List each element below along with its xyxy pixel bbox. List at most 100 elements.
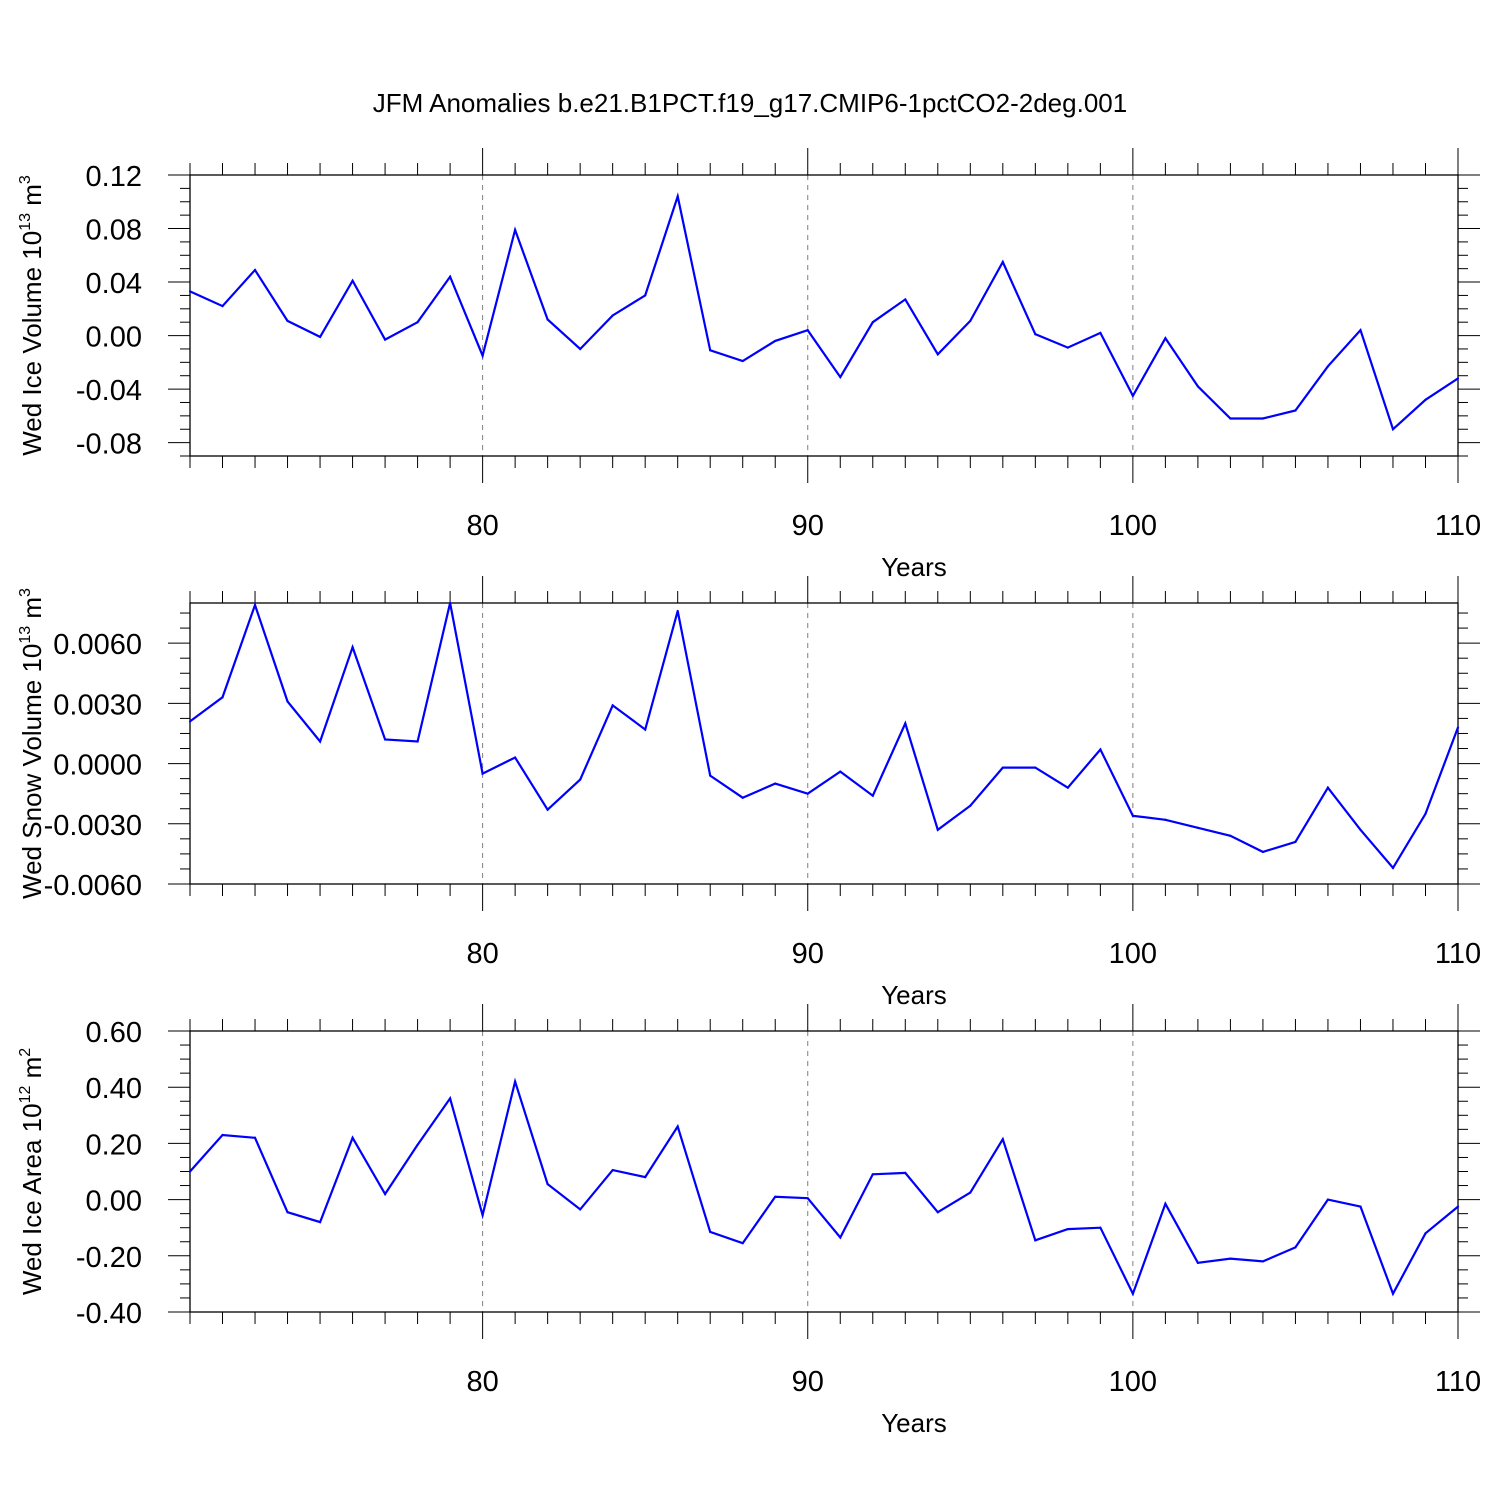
data-point [904,722,907,725]
data-point [1196,1261,1199,1264]
data-point [969,804,972,807]
y-tick-label: -0.40 [76,1298,142,1330]
data-point [1229,417,1232,420]
data-point [351,279,354,282]
data-point [449,601,452,605]
data-point [449,1097,452,1100]
data-point [936,353,939,356]
x-tick-label: 90 [792,938,824,970]
y-tick-label: 0.12 [86,161,142,193]
data-point [676,1125,679,1128]
data-point [1034,766,1037,769]
data-point [741,796,744,799]
data-point [1099,748,1102,751]
data-point [709,1230,712,1234]
data-point [253,1136,257,1139]
data-point [416,321,419,324]
data-point [383,1192,387,1196]
data-point [1001,1138,1004,1141]
data-point [1066,346,1069,349]
data-point [1229,1257,1232,1260]
data-point [741,1242,744,1245]
data-point [1424,1232,1427,1235]
y-tick-label: 0.60 [86,1017,142,1049]
data-point [806,1197,809,1200]
data-point [904,1171,907,1175]
data-point [1359,1205,1362,1208]
plot-frame [189,174,1459,457]
data-point [481,1213,484,1217]
data-point [644,1176,647,1179]
data-point [1294,1246,1297,1249]
data-point [351,646,354,649]
y-tick-label: -0.0060 [44,870,142,902]
series-line [189,601,1460,870]
data-point [1326,1198,1330,1201]
data-point [579,347,582,351]
x-tick-label: 110 [1435,510,1481,542]
data-point [1261,417,1265,420]
y-tick-label: -0.08 [76,429,142,461]
data-point [709,774,712,777]
data-point [969,1191,972,1194]
data-point [806,792,809,795]
data-point [839,375,842,379]
data-point [481,354,484,357]
data-point [676,195,679,198]
data-point [1229,834,1232,837]
data-point [1001,260,1004,264]
x-tick-label: 80 [466,938,498,970]
data-point [839,770,842,773]
data-point [416,740,419,743]
data-point [514,1080,517,1083]
data-point [546,1183,549,1186]
x-tick-label: 90 [792,1366,824,1398]
data-point [611,704,614,707]
data-point [1326,365,1330,368]
data-point [546,808,549,811]
data-point [644,728,647,731]
y-tick-label: 0.40 [86,1073,142,1105]
data-point [318,1220,322,1224]
data-point [644,294,647,297]
y-tick-label: 0.0060 [53,629,142,661]
data-point [936,828,939,831]
data-point [221,696,224,699]
panel-2: -0.0060 -0.0030 0.0000 0.0030 0.0060 80 90 100 1… [17,576,1481,1010]
series-line [189,1077,1459,1297]
x-tick-label: 90 [792,510,824,542]
data-point [416,1143,419,1146]
data-point [1456,726,1460,729]
y-tick-label: -0.20 [76,1242,142,1274]
x-tick-label: 80 [466,510,498,542]
data-point [1261,850,1265,853]
y-axis-title: Wed Ice Area 1012 m2 [17,1048,47,1295]
data-point [1131,1292,1134,1295]
data-point [1456,1205,1460,1208]
data-point [514,228,517,231]
data-point [774,339,777,343]
data-point [1164,818,1167,821]
data-point [318,335,322,339]
data-point [1196,385,1199,388]
x-tick-label: 100 [1109,510,1157,542]
plot-frame [189,1030,1459,1313]
data-point [188,1170,192,1173]
data-point [969,319,972,322]
y-tick-label: 0.0000 [53,750,142,782]
data-point [1099,1226,1102,1229]
x-axis-title: Years [881,980,947,1010]
data-point [579,778,582,781]
x-axis-title: Years [881,1408,947,1438]
data-point [774,782,777,785]
x-tick-label: 110 [1435,1366,1481,1398]
y-axis-title: Wed Snow Volume 1013 m3 [17,588,47,899]
data-point [1424,398,1427,401]
data-point [546,318,549,321]
panel-3: -0.40 -0.20 0.00 0.20 0.40 0.60 80 90 100 110 Year… [17,1004,1481,1438]
data-point [741,359,744,363]
data-point [871,794,874,797]
data-point [481,772,484,775]
y-tick-label: 0.0030 [53,689,142,721]
y-tick-label: -0.0030 [44,810,142,842]
